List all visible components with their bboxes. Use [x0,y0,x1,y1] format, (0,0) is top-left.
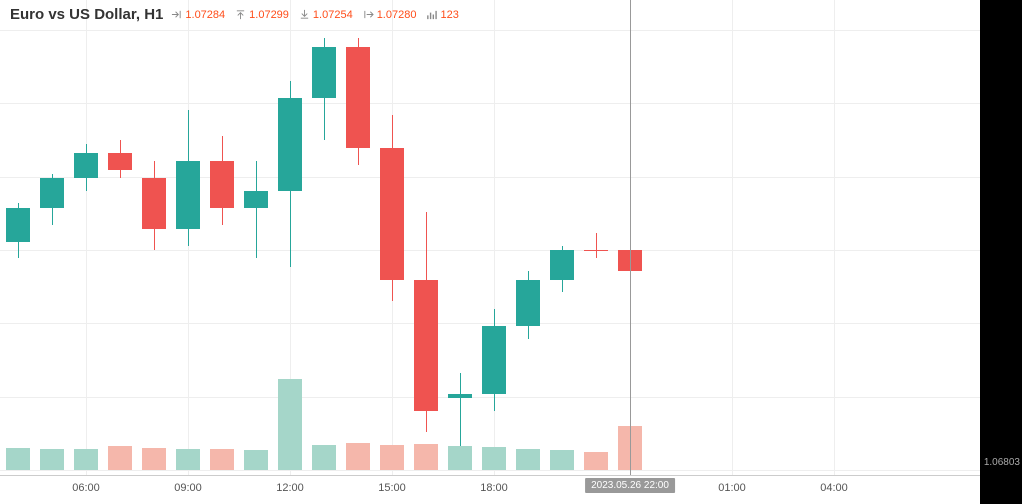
candle-wick [460,373,461,449]
open-value: 1.07284 [185,9,225,21]
volume-bar[interactable] [210,449,234,470]
high-icon [235,9,246,20]
grid-line-h [0,250,980,251]
volume-bar[interactable] [40,449,64,470]
chart-container: Euro vs US Dollar, H1 1.07284 1.07299 1.… [0,0,1022,504]
volume-bar[interactable] [550,450,574,470]
candle-body[interactable] [312,47,336,98]
ohlc-volume: 123 [426,9,458,21]
candle-body[interactable] [414,280,438,411]
grid-line-v [732,0,733,475]
grid-line-h [0,103,980,104]
candle-body[interactable] [584,250,608,251]
grid-line-h [0,323,980,324]
candle-wick [596,233,597,258]
time-tick: 18:00 [480,482,508,494]
candle-body[interactable] [346,47,370,149]
candle-body[interactable] [448,394,472,398]
volume-bar[interactable] [448,446,472,470]
volume-bar[interactable] [6,448,30,470]
candle-body[interactable] [108,153,132,170]
ohlc-open: 1.07284 [171,9,225,21]
price-axis: 1.06803 [980,0,1022,504]
candle-body[interactable] [176,161,200,229]
volume-bar[interactable] [278,379,302,470]
candle-body[interactable] [550,250,574,280]
candle-body[interactable] [40,178,64,208]
candle-body[interactable] [74,153,98,178]
low-value: 1.07254 [313,9,353,21]
chart-header: Euro vs US Dollar, H1 1.07284 1.07299 1.… [10,6,459,23]
low-icon [299,9,310,20]
grid-line-h [0,30,980,31]
candle-body[interactable] [6,208,30,242]
candle-body[interactable] [142,178,166,229]
open-icon [171,9,182,20]
time-tick: 12:00 [276,482,304,494]
grid-line-h [0,470,980,471]
volume-bar[interactable] [312,445,336,470]
ohlc-high: 1.07299 [235,9,289,21]
volume-bar[interactable] [516,449,540,470]
volume-icon [426,9,437,20]
volume-bar[interactable] [482,447,506,470]
volume-bar[interactable] [142,448,166,470]
volume-bar[interactable] [584,452,608,470]
crosshair-line [630,0,631,475]
candle-body[interactable] [516,280,540,327]
high-value: 1.07299 [249,9,289,21]
volume-bar[interactable] [244,450,268,470]
close-value: 1.07280 [377,9,417,21]
time-tick: 01:00 [718,482,746,494]
chart-title: Euro vs US Dollar, H1 [10,6,163,23]
close-icon [363,9,374,20]
ohlc-readout: 1.07284 1.07299 1.07254 1.07280 123 [171,9,458,21]
time-tick: 06:00 [72,482,100,494]
price-axis-label: 1.06803 [984,457,1020,468]
time-axis: 06:00 09:00 12:00 15:00 18:00 01:00 04:00 2023.… [0,475,980,504]
ohlc-low: 1.07254 [299,9,353,21]
volume-bar[interactable] [380,445,404,470]
volume-bar[interactable] [74,449,98,470]
time-crosshair-label: 2023.05.26 22:00 [585,478,675,493]
grid-line-v [86,0,87,475]
time-tick: 04:00 [820,482,848,494]
time-tick: 09:00 [174,482,202,494]
time-tick: 15:00 [378,482,406,494]
candle-body[interactable] [278,98,302,191]
grid-line-h [0,397,980,398]
grid-line-v [834,0,835,475]
volume-bar[interactable] [108,446,132,470]
candle-body[interactable] [482,326,506,394]
candle-body[interactable] [210,161,234,208]
candle-body[interactable] [244,191,268,208]
candle-wick [256,161,257,258]
volume-bar[interactable] [414,444,438,470]
ohlc-close: 1.07280 [363,9,417,21]
volume-value: 123 [440,9,458,21]
chart-area[interactable] [0,0,980,475]
candle-body[interactable] [380,148,404,279]
volume-bar[interactable] [176,449,200,470]
volume-bar[interactable] [346,443,370,470]
